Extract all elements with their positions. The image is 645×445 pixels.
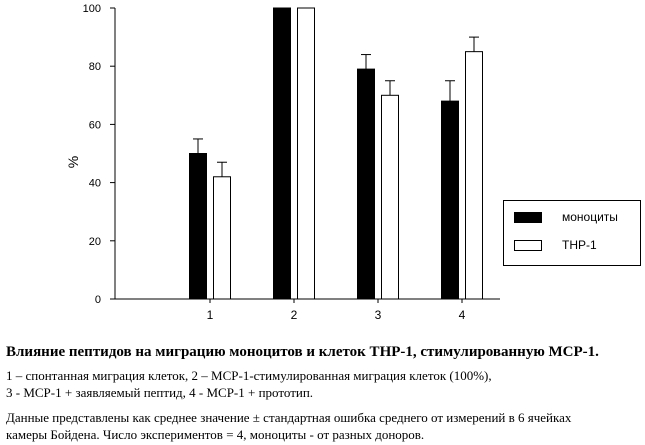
- caption-line-4: камеры Бойдена. Число экспериментов = 4,…: [6, 427, 424, 443]
- legend-label-thp1: THP-1: [562, 238, 597, 252]
- bar-thp1: [382, 95, 399, 299]
- bar-chart: 0 20 40 60 80 100 1 2 3 4 %: [0, 0, 645, 330]
- x-tick-label: 1: [207, 308, 214, 322]
- legend-swatch-monocytes: [514, 212, 542, 223]
- chart-legend: моноциты THP-1: [503, 200, 641, 266]
- bar-monocytes: [442, 101, 459, 299]
- caption-line-3: Данные представлены как среднее значение…: [6, 410, 571, 426]
- legend-item-monocytes: моноциты: [514, 210, 618, 224]
- chart-bars: [190, 8, 483, 299]
- bar-thp1: [214, 177, 231, 299]
- caption-line-1: 1 – спонтанная миграция клеток, 2 – MCP-…: [6, 368, 492, 384]
- bar-monocytes: [358, 69, 375, 299]
- y-tick-label: 80: [89, 61, 101, 73]
- x-tick-label: 4: [459, 308, 466, 322]
- y-tick-label: 100: [83, 3, 101, 15]
- bar-thp1: [298, 8, 315, 299]
- legend-swatch-thp1: [514, 240, 542, 251]
- bar-thp1: [466, 52, 483, 299]
- caption-line-2: 3 - MCP-1 + заявляемый пептид, 4 - MCP-1…: [6, 385, 313, 401]
- y-tick-label: 40: [89, 178, 101, 190]
- x-tick-label: 2: [291, 308, 298, 322]
- y-tick-label: 60: [89, 119, 101, 131]
- y-tick-label: 0: [95, 294, 101, 306]
- bar-monocytes: [274, 8, 291, 299]
- chart-axes: 0 20 40 60 80 100 1 2 3 4: [83, 3, 500, 322]
- y-tick-label: 20: [89, 236, 101, 248]
- legend-item-thp1: THP-1: [514, 238, 597, 252]
- bar-monocytes: [190, 154, 207, 300]
- x-tick-label: 3: [375, 308, 382, 322]
- figure-caption-title: Влияние пептидов на миграцию моноцитов и…: [6, 344, 599, 361]
- y-axis-label: %: [65, 156, 81, 168]
- chart-error-bars: [193, 37, 479, 177]
- legend-label-monocytes: моноциты: [562, 210, 618, 224]
